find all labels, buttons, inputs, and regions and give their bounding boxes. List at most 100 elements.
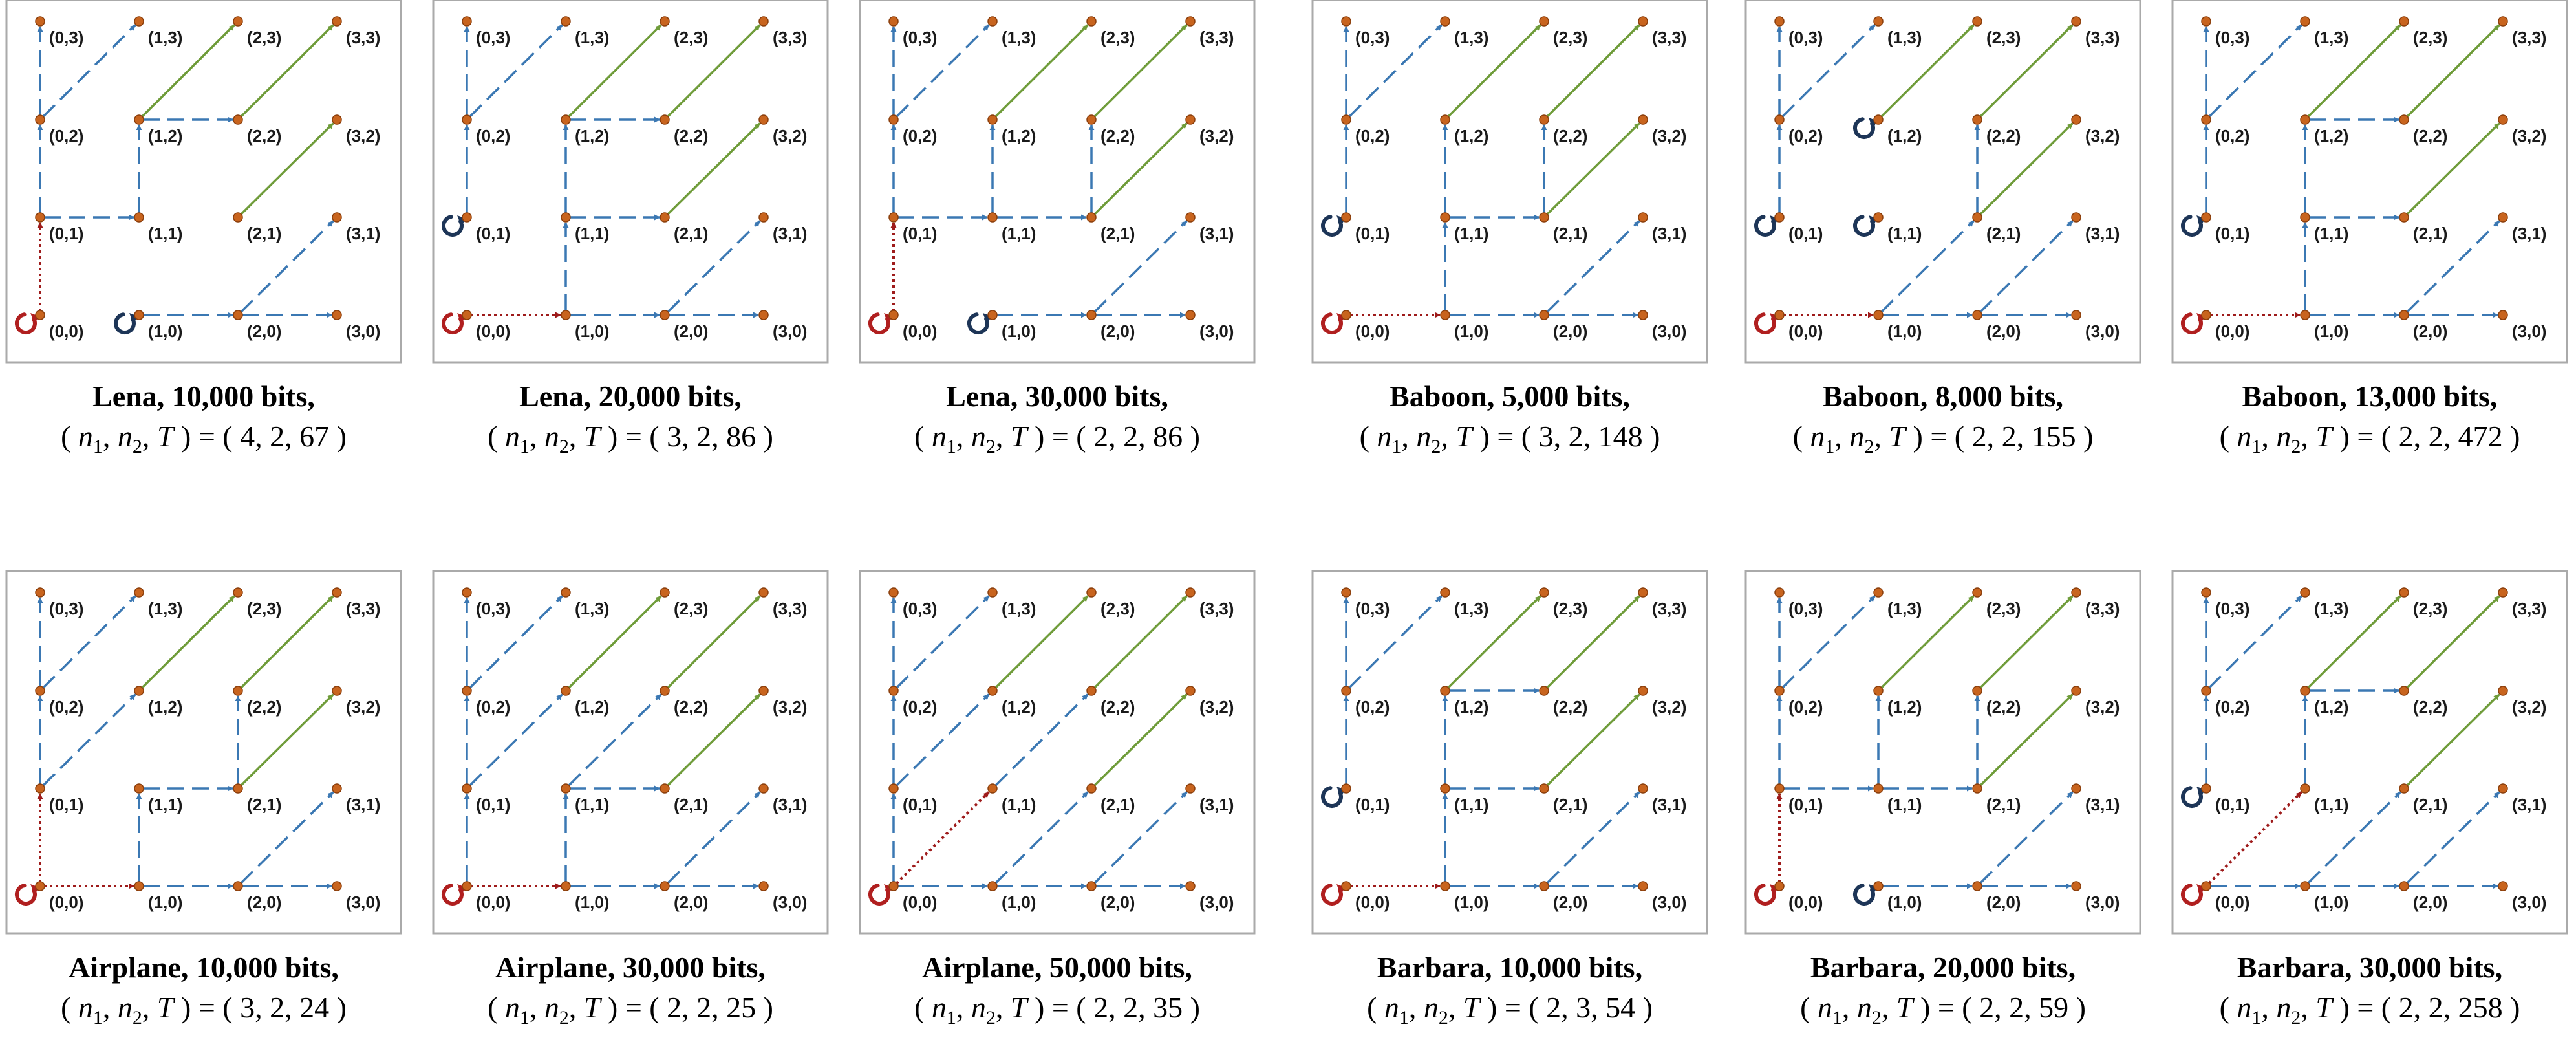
solid-edge	[1093, 24, 1188, 118]
bit-count: 30,000 bits,	[622, 951, 766, 984]
node-label: (2,2)	[1986, 697, 2021, 717]
grid-node	[332, 783, 342, 794]
param-values: ( 4, 2, 67 )	[222, 420, 347, 453]
grid-node	[134, 212, 144, 223]
node-label: (3,2)	[2085, 126, 2120, 146]
grid-node	[1972, 881, 1982, 891]
node-label: (0,1)	[49, 224, 83, 243]
self-loop-icon	[2181, 884, 2203, 906]
grid-node	[1774, 310, 1785, 320]
solid-edge	[1093, 595, 1188, 689]
grid-node	[1440, 881, 1450, 891]
grid-node	[2498, 16, 2508, 27]
node-label: (1,1)	[1002, 224, 1036, 243]
dashed-edge	[1093, 791, 1188, 885]
grid-node	[660, 783, 670, 794]
grid-node	[1638, 881, 1648, 891]
node-label: (1,0)	[575, 321, 609, 341]
grid-node	[1972, 212, 1982, 223]
grid-node	[1774, 587, 1785, 598]
node-label: (1,2)	[1887, 697, 1922, 717]
image-name: Baboon	[1823, 380, 1920, 413]
grid-node	[332, 686, 342, 696]
param-values: ( 2, 2, 59 )	[1962, 991, 2086, 1024]
node-label: (1,0)	[1002, 893, 1036, 912]
grid-node	[1185, 686, 1196, 696]
dashed-edge	[1546, 220, 1640, 314]
grid-node	[2399, 114, 2409, 125]
grid-node	[561, 212, 571, 223]
solid-edge	[141, 595, 235, 689]
node-label: (3,1)	[346, 224, 380, 243]
panel-caption: Lena, 10,000 bits, ( n1, n2, T ) = ( 4, 2…	[0, 376, 411, 467]
self-loop-icon	[2181, 215, 2203, 237]
grid-node	[888, 881, 899, 891]
self-loop-icon	[15, 884, 37, 906]
grid-node	[233, 587, 243, 598]
solid-edge	[994, 595, 1089, 689]
grid-node	[660, 881, 670, 891]
grid-node	[1440, 686, 1450, 696]
grid-node	[134, 114, 144, 125]
node-label: (1,2)	[575, 126, 609, 146]
dashed-edge	[1979, 220, 2074, 314]
node-label: (0,3)	[2215, 28, 2249, 47]
grid-node	[134, 310, 144, 320]
node-label: (2,1)	[674, 224, 708, 243]
node-label: (3,3)	[2512, 599, 2546, 618]
solid-edge	[2307, 595, 2401, 689]
self-loop-icon	[1321, 215, 1343, 237]
solid-edge	[2406, 693, 2500, 787]
node-label: (2,0)	[2413, 321, 2447, 341]
grid-node	[1086, 881, 1097, 891]
grid-node	[2071, 783, 2081, 794]
dashed-edge	[42, 595, 136, 689]
node-label: (2,0)	[674, 321, 708, 341]
node-label: (1,3)	[1454, 28, 1488, 47]
bit-count: 20,000 bits,	[598, 380, 742, 413]
grid-node	[35, 16, 45, 27]
grid-node	[1185, 783, 1196, 794]
grid-node	[660, 587, 670, 598]
grid-node	[1774, 16, 1785, 27]
grid-node	[2498, 212, 2508, 223]
grid-node	[35, 587, 45, 598]
image-name: Baboon	[2242, 380, 2340, 413]
grid-node	[2300, 310, 2310, 320]
node-label: (3,1)	[2512, 795, 2546, 814]
node-label: (2,2)	[2413, 697, 2447, 717]
grid-node	[1774, 212, 1785, 223]
node-label: (0,0)	[49, 893, 83, 912]
node-label: (1,0)	[1887, 893, 1922, 912]
node-label: (0,2)	[476, 697, 510, 717]
param-values: ( 2, 2, 35 )	[1076, 991, 1200, 1024]
node-label: (3,2)	[346, 126, 380, 146]
grid-node	[1440, 16, 1450, 27]
self-loop-icon	[1321, 312, 1343, 334]
node-label: (3,1)	[2085, 224, 2120, 243]
diagram-panel: (0,0) (0,1) (0,2) (0,3) (1,0) (1,1) (1,2) (1,3)…	[2171, 570, 2568, 935]
solid-edge	[2307, 24, 2401, 118]
node-label: (0,3)	[1788, 28, 1823, 47]
self-loop-icon	[2181, 312, 2203, 334]
node-label: (2,3)	[674, 28, 708, 47]
node-label: (0,0)	[1355, 321, 1390, 341]
node-label: (3,3)	[1652, 28, 1686, 47]
grid-node	[35, 310, 45, 320]
grid-node	[1873, 310, 1884, 320]
grid-node	[233, 310, 243, 320]
dashed-edge	[667, 220, 761, 314]
grid-node	[660, 310, 670, 320]
node-label: (3,0)	[773, 893, 807, 912]
panel-caption: Airplane, 30,000 bits, ( n1, n2, T ) = ( …	[424, 948, 837, 1038]
node-label: (0,0)	[2215, 893, 2249, 912]
grid-node	[1638, 310, 1648, 320]
dashed-edge	[896, 24, 990, 118]
node-label: (1,1)	[1002, 795, 1036, 814]
node-label: (1,3)	[575, 599, 609, 618]
grid-node	[888, 686, 899, 696]
node-label: (1,0)	[1002, 321, 1036, 341]
grid-node	[1539, 881, 1549, 891]
grid-node	[758, 686, 769, 696]
node-label: (3,1)	[1652, 795, 1686, 814]
